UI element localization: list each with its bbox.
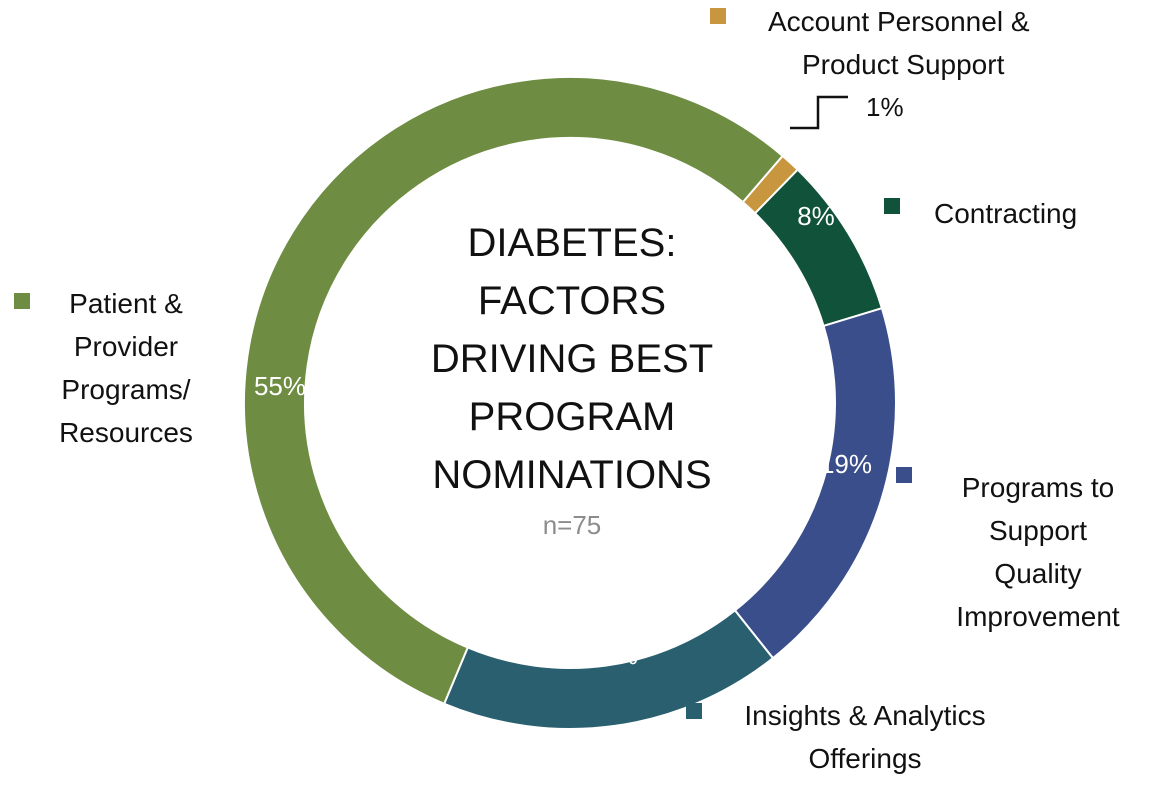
legend-label-line: Insights & Analytics xyxy=(744,700,986,731)
chart-title-line: FACTORS xyxy=(477,279,667,323)
donut-slice-quality-improvement xyxy=(733,306,897,660)
slice-label-account-personnel: 1% xyxy=(866,92,904,122)
chart-title: DIABETES: FACTORS DRIVING BEST PROGRAM N… xyxy=(412,214,732,504)
chart-title-line: DIABETES: xyxy=(467,221,677,265)
chart-title-line: DRIVING BEST xyxy=(430,337,714,381)
legend-label-line: Product Support xyxy=(802,49,1005,80)
legend-label-line: Contracting xyxy=(934,198,1078,229)
legend-label-insights-analytics: Insights & Analytics Offerings xyxy=(712,694,1018,780)
legend-label-contracting: Contracting xyxy=(934,192,1077,235)
slice-label-insights-analytics: 17% xyxy=(586,640,638,670)
sample-size-label: n=75 xyxy=(542,510,602,540)
legend-label-line: Programs/ xyxy=(61,374,191,405)
legend-label-line: Account Personnel & xyxy=(768,6,1030,37)
legend-label-line: Improvement xyxy=(956,601,1120,632)
legend-swatch-account-personnel xyxy=(710,8,726,24)
legend-label-account-personnel: Account Personnel & Product Support xyxy=(768,0,1030,86)
donut-slice-contracting xyxy=(753,168,884,328)
legend-swatch-contracting xyxy=(884,198,900,214)
legend-swatch-patient-provider xyxy=(14,293,30,309)
chart-title-line: NOMINATIONS xyxy=(432,453,712,497)
legend-label-line: Quality xyxy=(994,558,1082,589)
donut-slice-patient-provider xyxy=(243,76,784,706)
legend-label-line: Resources xyxy=(59,417,193,448)
legend-label-line: Patient & xyxy=(69,288,183,319)
slice-label-patient-provider: 55% xyxy=(254,371,306,401)
legend-label-quality-improvement: Programs to Support Quality Improvement xyxy=(930,466,1146,638)
legend-label-line: Offerings xyxy=(808,743,922,774)
slice-label-quality-improvement: 19% xyxy=(820,449,872,479)
legend-label-line: Provider xyxy=(73,331,179,362)
leader-line-account-personnel xyxy=(790,95,848,130)
slice-label-contracting: 8% xyxy=(797,201,835,231)
legend-swatch-quality-improvement xyxy=(896,467,912,483)
legend-label-line: Programs to xyxy=(961,472,1115,503)
legend-label-line: Support xyxy=(988,515,1088,546)
legend-swatch-insights-analytics xyxy=(686,703,702,719)
chart-title-line: PROGRAM xyxy=(468,395,676,439)
legend-label-patient-provider: Patient & Provider Programs/ Resources xyxy=(40,282,212,454)
